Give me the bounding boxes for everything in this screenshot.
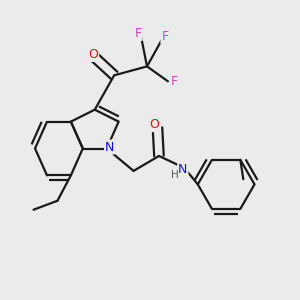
Text: F: F: [161, 30, 169, 43]
Text: H: H: [171, 170, 179, 180]
Text: F: F: [134, 27, 142, 40]
Text: O: O: [149, 118, 159, 131]
Text: O: O: [88, 48, 98, 61]
Text: N: N: [178, 163, 188, 176]
Text: F: F: [170, 75, 178, 88]
Text: N: N: [105, 140, 114, 154]
